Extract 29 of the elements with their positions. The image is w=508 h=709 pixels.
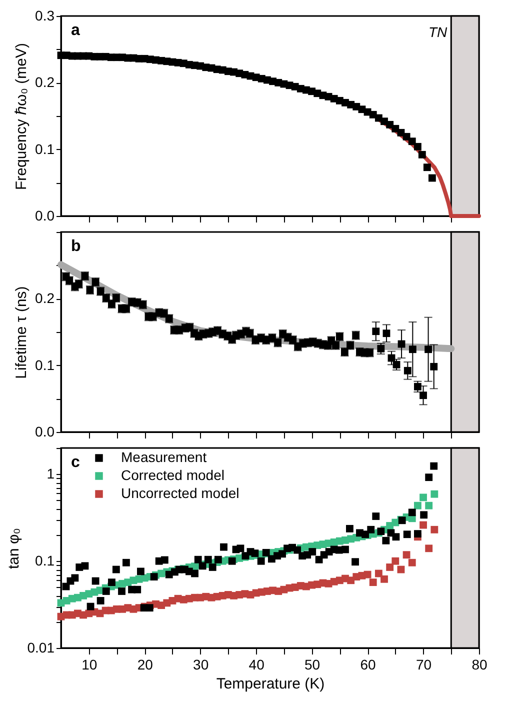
legend-label: Corrected model xyxy=(121,467,224,483)
x-tick-label: 30 xyxy=(193,656,209,672)
y-tick-label: 0.1 xyxy=(35,140,55,157)
y-axis-title: Frequency ℏω₀ (meV) xyxy=(13,43,30,190)
x-tick-label: 10 xyxy=(82,656,98,672)
band-label: TN xyxy=(428,24,448,40)
x-tick-label: 70 xyxy=(416,656,432,672)
x-tick-label: 80 xyxy=(472,656,488,672)
y-tick-label: 0.01 xyxy=(27,640,55,656)
legend-label: Measurement xyxy=(121,449,207,465)
y-tick-label: 1 xyxy=(46,466,55,482)
legend-label: Uncorrected model xyxy=(121,485,240,501)
x-tick-label: 60 xyxy=(360,656,376,672)
y-tick-label: 0.2 xyxy=(35,290,55,306)
y-axis-title: tan φ₀ xyxy=(5,528,22,569)
x-axis-title: Temperature (K) xyxy=(216,676,325,692)
x-tick-label: 50 xyxy=(304,656,320,672)
x-tick-label: 40 xyxy=(248,656,265,672)
x-tick-label: 20 xyxy=(137,656,154,672)
y-tick-label: 0.1 xyxy=(35,552,55,569)
y-tick-label: 0.1 xyxy=(35,356,55,373)
annotation: c xyxy=(71,454,80,471)
y-tick-label: 0.3 xyxy=(35,8,55,24)
annotation: a xyxy=(71,22,80,39)
annotation: b xyxy=(71,238,81,255)
y-tick-label: 0.2 xyxy=(35,74,55,90)
y-axis-title: Lifetime τ (ns) xyxy=(13,286,30,379)
y-tick-label: 0.0 xyxy=(35,208,55,224)
y-tick-label: 0.0 xyxy=(35,424,55,440)
